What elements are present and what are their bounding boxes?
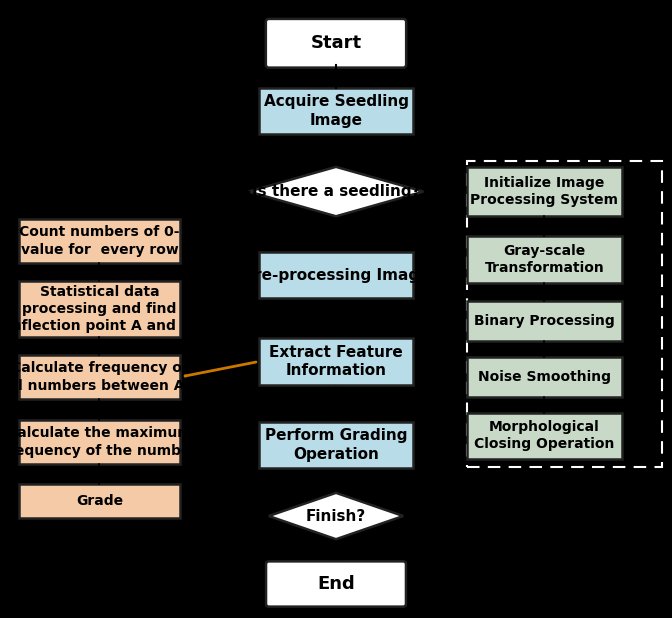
Bar: [467, 357, 622, 397]
Bar: [19, 355, 180, 399]
Bar: [19, 483, 180, 518]
Text: Y: Y: [339, 221, 349, 235]
Bar: [467, 161, 662, 467]
Text: Pre-processing Image: Pre-processing Image: [243, 268, 429, 282]
Text: Acquire Seedling
Image: Acquire Seedling Image: [263, 95, 409, 128]
Bar: [259, 421, 413, 468]
Text: Extract Feature
Information: Extract Feature Information: [269, 345, 403, 378]
Text: Perform Grading
Operation: Perform Grading Operation: [265, 428, 407, 462]
Bar: [259, 88, 413, 135]
Bar: [467, 237, 622, 283]
Bar: [467, 167, 622, 216]
Text: Noise Smoothing: Noise Smoothing: [478, 370, 611, 384]
FancyBboxPatch shape: [266, 19, 406, 67]
Text: Statistical data
processing and find
inflection point A and B: Statistical data processing and find inf…: [7, 285, 192, 333]
Bar: [259, 252, 413, 298]
Bar: [19, 420, 180, 464]
Bar: [467, 302, 622, 341]
FancyBboxPatch shape: [266, 561, 406, 607]
Text: Gray-scale
Transformation: Gray-scale Transformation: [485, 244, 604, 275]
Bar: [467, 413, 622, 459]
Bar: [19, 219, 180, 263]
Text: Grade: Grade: [76, 494, 123, 507]
Text: Calculate the maximum
frequency of the number: Calculate the maximum frequency of the n…: [2, 426, 197, 457]
Polygon shape: [249, 167, 423, 216]
Text: Binary Processing: Binary Processing: [474, 315, 615, 328]
Polygon shape: [269, 493, 403, 539]
Bar: [259, 339, 413, 384]
Bar: [19, 281, 180, 337]
Text: Start: Start: [310, 34, 362, 53]
Text: Finish?: Finish?: [306, 509, 366, 523]
Text: Morphological
Closing Operation: Morphological Closing Operation: [474, 420, 614, 451]
Text: Y: Y: [339, 541, 349, 556]
Text: Is there a seedling?: Is there a seedling?: [252, 184, 420, 199]
Text: Count numbers of 0-
value for  every row: Count numbers of 0- value for every row: [19, 226, 179, 256]
Text: Calculate frequency of
all numbers between AB: Calculate frequency of all numbers betwe…: [4, 362, 195, 392]
Text: End: End: [317, 575, 355, 593]
Text: N: N: [187, 167, 203, 185]
Text: Initialize Image
Processing System: Initialize Image Processing System: [470, 176, 618, 207]
